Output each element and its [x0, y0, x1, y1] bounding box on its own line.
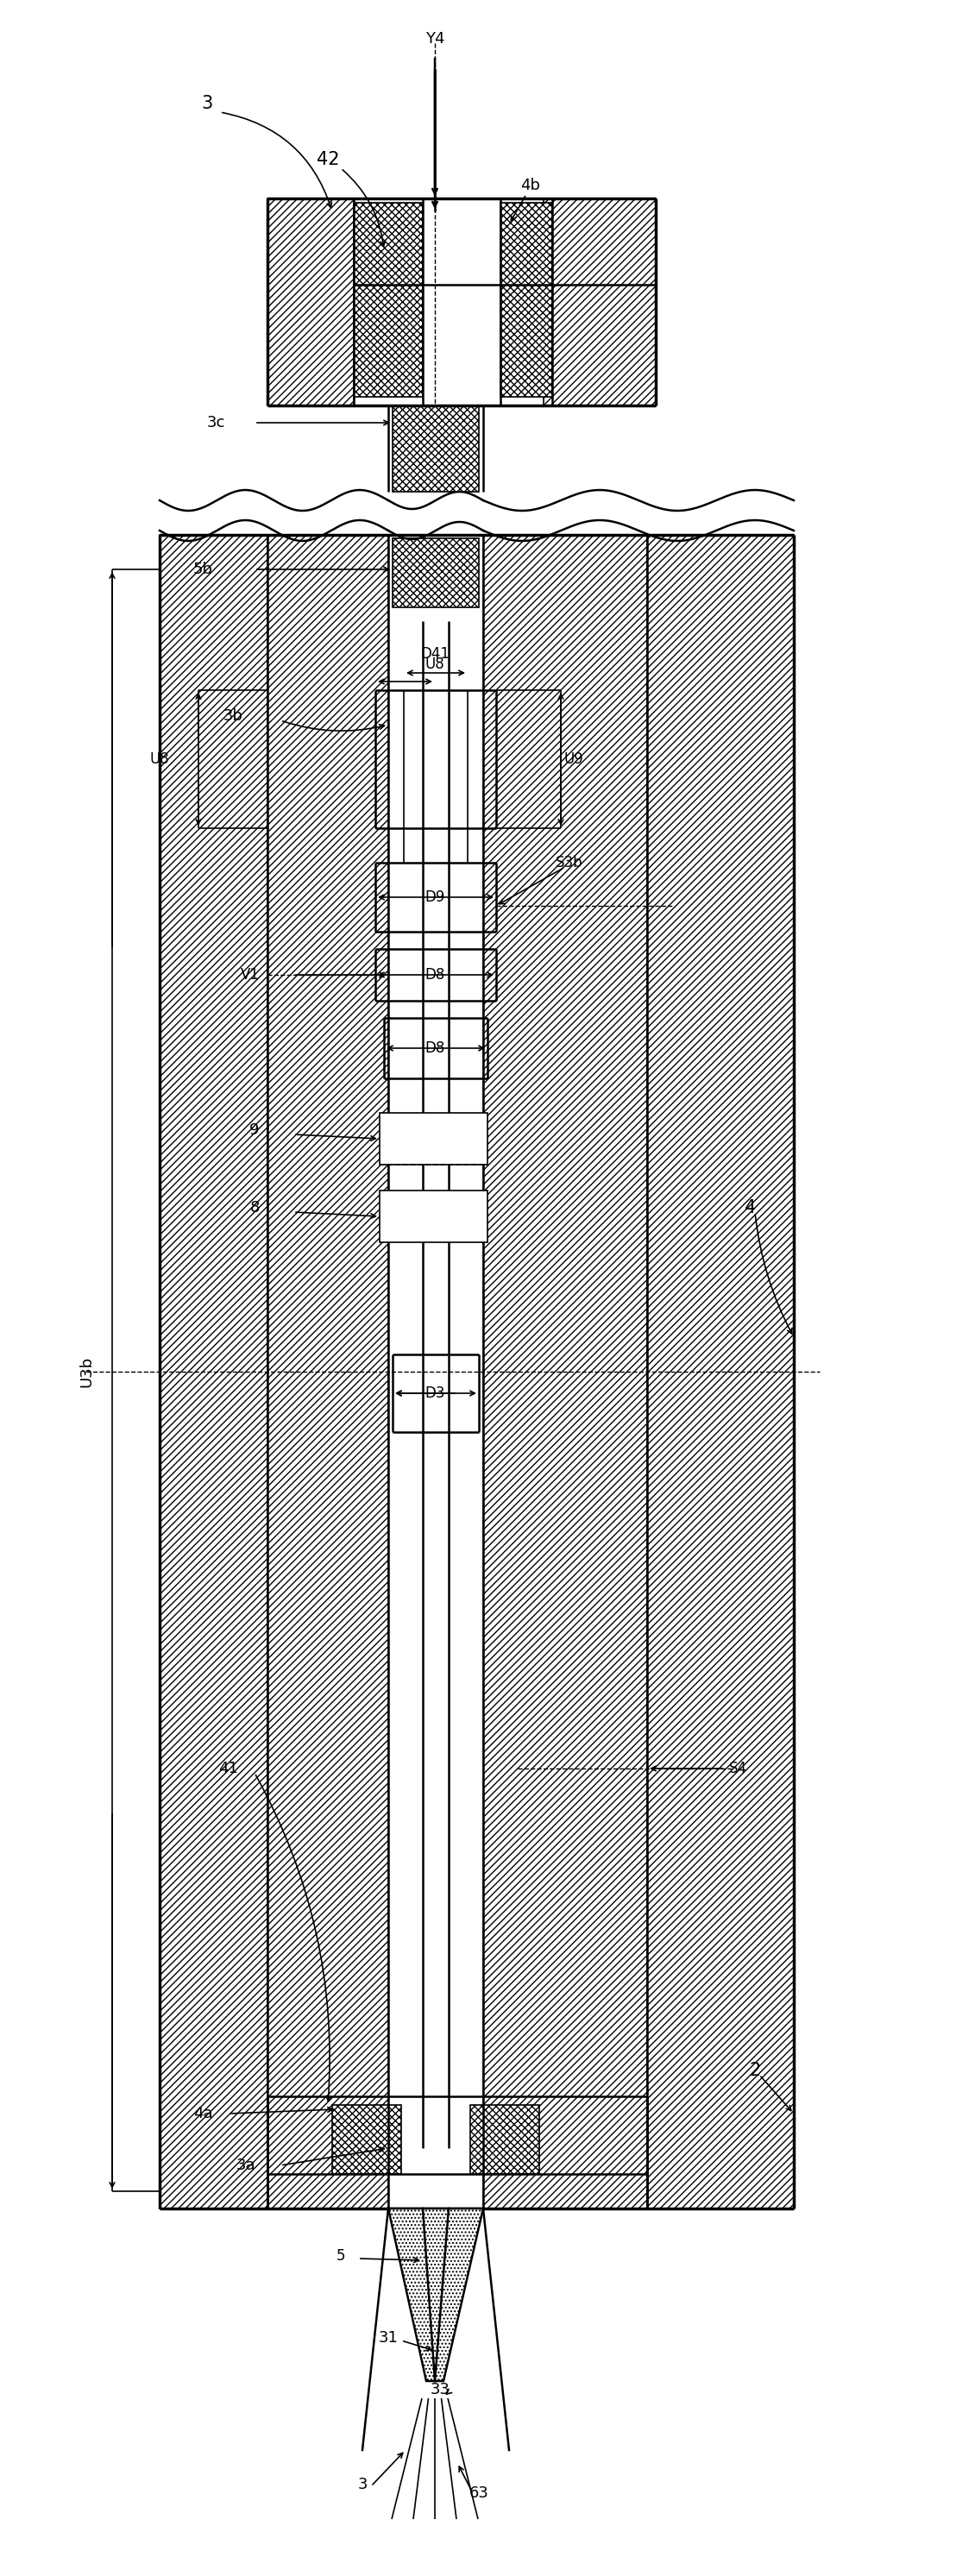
Text: 3c: 3c: [206, 415, 225, 430]
Bar: [380, 1113, 488, 1164]
Text: D8: D8: [424, 966, 445, 981]
Polygon shape: [388, 2208, 483, 2380]
Text: 5: 5: [337, 2249, 345, 2264]
Bar: [268, 536, 388, 2208]
Text: V1: V1: [241, 966, 260, 981]
Text: D9: D9: [424, 889, 445, 904]
Text: 63: 63: [469, 2486, 489, 2501]
Bar: [354, 204, 423, 397]
Text: 4: 4: [745, 1200, 756, 1216]
Bar: [544, 198, 656, 404]
Bar: [647, 536, 793, 2208]
Text: 41: 41: [219, 1762, 238, 1777]
Bar: [500, 204, 553, 397]
Text: U9: U9: [564, 752, 583, 768]
Bar: [393, 404, 479, 492]
Text: U3b: U3b: [78, 1355, 94, 1388]
Text: 4b: 4b: [521, 178, 540, 193]
Bar: [160, 536, 268, 2208]
Text: S4: S4: [728, 1762, 747, 1777]
Bar: [483, 536, 647, 2208]
Text: Y4: Y4: [425, 31, 445, 46]
Text: D41: D41: [421, 647, 449, 662]
Text: 8: 8: [250, 1200, 259, 1216]
Text: D3: D3: [424, 1386, 445, 1401]
Text: U8: U8: [150, 752, 169, 768]
Text: D8: D8: [424, 1041, 445, 1056]
Bar: [470, 2105, 539, 2174]
Text: 3: 3: [358, 2476, 367, 2494]
Text: 5b: 5b: [193, 562, 212, 577]
Text: 9: 9: [250, 1123, 259, 1139]
Text: 31: 31: [379, 2331, 398, 2347]
Text: 3: 3: [202, 95, 213, 113]
Bar: [332, 2105, 402, 2174]
Bar: [268, 198, 354, 404]
Text: U8: U8: [425, 657, 445, 672]
Text: 3b: 3b: [223, 708, 243, 724]
Text: 2: 2: [750, 2061, 761, 2079]
Text: 42: 42: [316, 152, 339, 167]
Bar: [393, 538, 479, 608]
Text: 4a: 4a: [193, 2105, 212, 2123]
Text: 33: 33: [430, 2383, 450, 2398]
Bar: [380, 1190, 488, 1242]
Text: S3b: S3b: [555, 855, 583, 871]
Text: 3a: 3a: [236, 2159, 255, 2174]
